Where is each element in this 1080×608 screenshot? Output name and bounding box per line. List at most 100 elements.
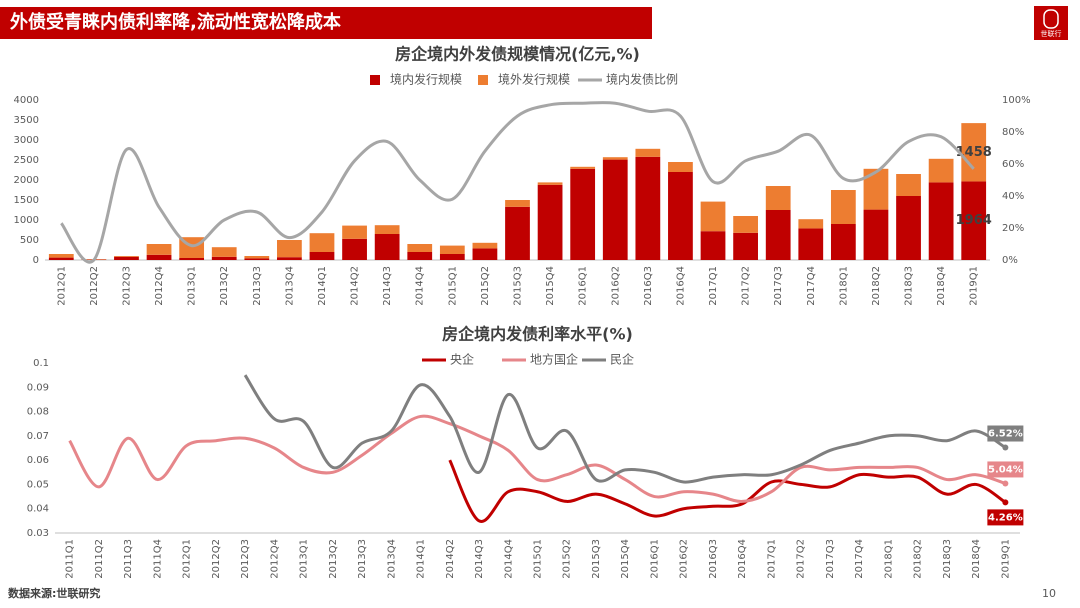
x-tick-label: 2012Q3 — [121, 266, 132, 306]
x-tick-label: 2017Q3 — [825, 539, 836, 579]
x-tick-label: 2014Q3 — [474, 539, 485, 579]
line — [243, 374, 1007, 484]
x-tick-label: 2019Q1 — [969, 266, 980, 306]
bar — [48, 254, 74, 258]
x-tick-label: 2012Q4 — [154, 266, 165, 306]
bar — [407, 252, 433, 260]
x-tick-label: 2016Q1 — [649, 539, 660, 579]
label-box — [987, 461, 1024, 478]
source: 数据来源:世联研究 — [8, 586, 100, 600]
bar — [570, 166, 596, 169]
chart-title: 房企境内外发债规模情况(亿元,%) — [395, 45, 640, 64]
y-tick-label: 0.05 — [27, 479, 49, 490]
bar — [700, 201, 726, 232]
bar — [439, 254, 465, 260]
x-tick-label: 2012Q1 — [56, 266, 67, 306]
x-tick-label: 2018Q1 — [838, 266, 849, 306]
x-tick-label: 2014Q4 — [415, 266, 426, 306]
bar — [635, 156, 661, 260]
x-tick-label: 2017Q4 — [854, 539, 865, 579]
x-tick-label: 2013Q3 — [357, 539, 368, 579]
y-tick-label: 0.04 — [27, 504, 49, 515]
y-tick-label: 1500 — [14, 195, 39, 206]
y2-tick-label: 80% — [1002, 127, 1024, 138]
x-tick-label: 2018Q4 — [936, 266, 947, 306]
bar — [244, 256, 270, 259]
y-tick-label: 4000 — [14, 95, 39, 106]
y-tick-label: 0.1 — [33, 358, 49, 369]
page-number: 10 — [1042, 587, 1056, 600]
x-tick-label: 2016Q3 — [643, 266, 654, 306]
data-label: 5.04% — [988, 464, 1023, 475]
x-tick-label: 2016Q1 — [578, 266, 589, 306]
label-box — [987, 509, 1024, 526]
x-tick-label: 2018Q3 — [942, 539, 953, 579]
x-tick-label: 2011Q2 — [94, 539, 105, 579]
bar — [765, 210, 791, 260]
x-tick-label: 2013Q2 — [328, 539, 339, 579]
bar — [537, 182, 563, 185]
data-label: 1964 — [956, 213, 992, 228]
line — [448, 459, 1007, 523]
bar — [570, 168, 596, 260]
x-tick-label: 2012Q3 — [240, 539, 251, 579]
bar — [407, 244, 433, 252]
y2-tick-label: 40% — [1002, 191, 1024, 202]
x-tick-label: 2017Q1 — [766, 539, 777, 579]
y-tick-label: 0.09 — [27, 382, 49, 393]
bar — [798, 228, 824, 260]
x-tick-label: 2019Q1 — [1000, 539, 1011, 579]
x-tick-label: 2016Q4 — [737, 539, 748, 579]
x-tick-label: 2014Q1 — [416, 539, 427, 579]
bar — [602, 157, 628, 160]
x-tick-label: 2018Q4 — [971, 539, 982, 579]
logo-text: 世联行 — [1041, 29, 1062, 38]
x-tick-label: 2016Q2 — [610, 266, 621, 306]
bar — [765, 186, 791, 210]
bar — [211, 256, 237, 260]
x-tick-label: 2017Q1 — [708, 266, 719, 306]
bar — [668, 172, 693, 260]
header-bar — [0, 7, 652, 39]
bar — [830, 190, 856, 224]
bar — [277, 257, 302, 260]
x-tick-label: 2013Q3 — [252, 266, 263, 306]
y-tick-label: 0.07 — [27, 431, 49, 442]
data-label: 6.52% — [988, 429, 1023, 440]
end-marker — [1002, 499, 1009, 506]
x-tick-label: 2014Q4 — [503, 539, 514, 579]
y2-tick-label: 100% — [1002, 95, 1031, 106]
chart-title: 房企境内发债利率水平(%) — [442, 325, 633, 344]
x-tick-label: 2014Q2 — [350, 266, 361, 306]
logo-box — [1034, 6, 1068, 40]
x-tick-label: 2011Q4 — [152, 539, 163, 579]
bar — [537, 184, 563, 260]
bar — [244, 258, 270, 260]
header-title: 外债受青睐内债利率降,流动性宽松降成本 — [10, 11, 341, 33]
x-tick-label: 2015Q4 — [620, 539, 631, 579]
x-tick-label: 2015Q2 — [562, 539, 573, 579]
bar — [863, 209, 889, 260]
bar — [733, 232, 758, 260]
bar — [961, 123, 987, 182]
x-tick-label: 2012Q4 — [269, 539, 280, 579]
bar — [342, 225, 367, 239]
x-tick-label: 2018Q3 — [904, 266, 915, 306]
bar — [146, 244, 172, 255]
bar — [798, 219, 824, 229]
y2-tick-label: 60% — [1002, 159, 1024, 170]
legend-label: 央企 — [450, 352, 474, 367]
x-tick-label: 2013Q2 — [219, 266, 230, 306]
y2-tick-label: 0% — [1002, 255, 1018, 266]
x-tick-label: 2015Q3 — [513, 266, 524, 306]
x-tick-label: 2012Q2 — [211, 539, 222, 579]
bar — [114, 256, 139, 257]
bar — [635, 148, 661, 157]
x-tick-label: 2014Q2 — [445, 539, 456, 579]
line — [60, 101, 975, 264]
bar — [439, 245, 465, 254]
x-tick-label: 2016Q2 — [679, 539, 690, 579]
y-tick-label: 0.06 — [27, 455, 49, 466]
x-tick-label: 2016Q4 — [675, 266, 686, 306]
bar — [928, 158, 954, 183]
